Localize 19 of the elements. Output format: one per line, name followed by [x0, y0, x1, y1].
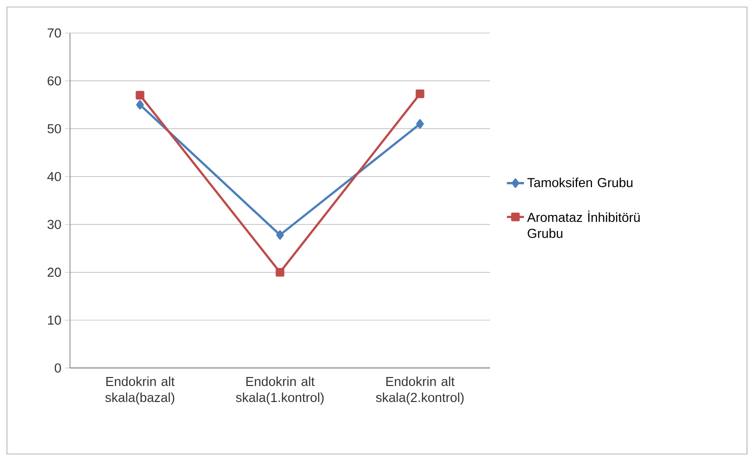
y-tick-label: 30: [48, 220, 61, 230]
y-tick-label: 20: [48, 268, 61, 277]
point: [136, 90, 144, 100]
point: [416, 89, 424, 98]
y-tick-label: 0: [54, 363, 61, 373]
legend-label: Aromataz İnhibitörü Grubu: [527, 210, 640, 238]
x-tick-label: Endokrin alt skala(2.kontrol): [376, 376, 464, 405]
y-tick-label: 10: [48, 316, 61, 325]
y-tick-label: 60: [48, 76, 61, 86]
point: [276, 230, 284, 240]
y-tick-label: 50: [48, 124, 61, 134]
y-tick-label: 70: [48, 28, 61, 38]
legend-label: Tamoksifen Grubu: [527, 178, 632, 188]
x-tick-label: Endokrin alt skala(1.kontrol): [236, 376, 324, 405]
x-tick-label: Endokrin alt skala(bazal): [105, 376, 175, 405]
point: [136, 100, 144, 110]
y-tick-label: 40: [47, 172, 61, 182]
point: [416, 119, 424, 129]
point: [276, 268, 284, 277]
